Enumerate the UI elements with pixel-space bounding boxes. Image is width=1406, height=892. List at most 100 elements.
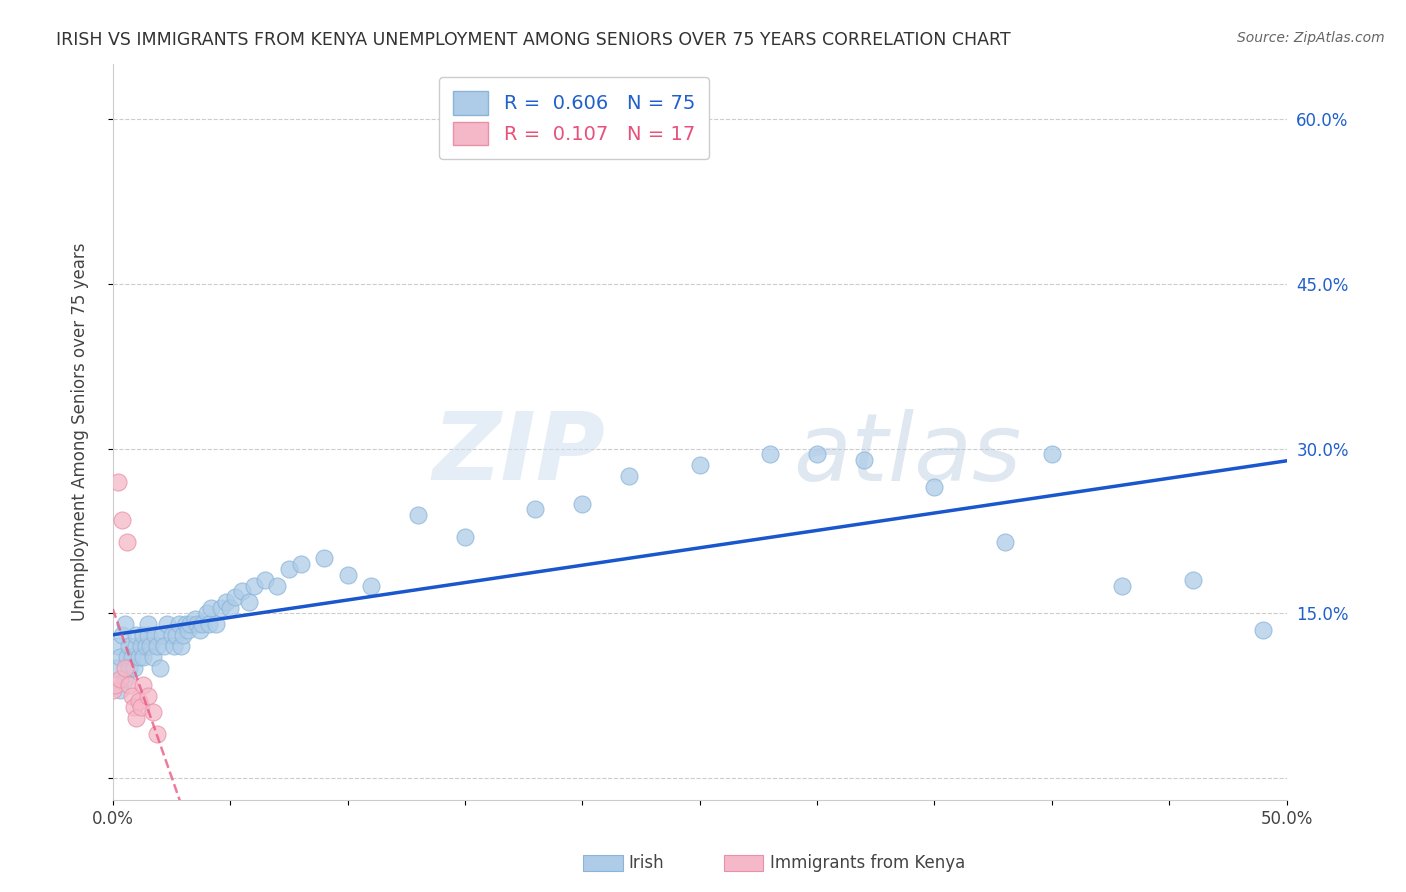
Point — [689, 458, 711, 472]
Point — [125, 640, 148, 654]
Point — [200, 601, 222, 615]
Point — [224, 590, 246, 604]
Point — [114, 661, 136, 675]
Point — [118, 640, 141, 654]
Point — [188, 623, 211, 637]
Point — [242, 579, 264, 593]
Point — [115, 535, 138, 549]
Point — [806, 447, 828, 461]
Point — [122, 699, 145, 714]
Point — [254, 574, 277, 588]
Point — [125, 628, 148, 642]
Point — [108, 683, 131, 698]
Point — [314, 551, 336, 566]
Point — [1111, 579, 1133, 593]
Legend: R =  0.606   N = 75, R =  0.107   N = 17: R = 0.606 N = 75, R = 0.107 N = 17 — [440, 78, 709, 159]
Point — [1251, 623, 1274, 637]
Point — [195, 607, 218, 621]
Point — [177, 623, 200, 637]
Point — [759, 447, 782, 461]
Point — [142, 650, 165, 665]
Point — [104, 678, 127, 692]
Point — [454, 529, 477, 543]
Point — [132, 678, 155, 692]
Point — [139, 640, 162, 654]
Point — [114, 673, 136, 687]
Point — [111, 513, 134, 527]
Point — [118, 661, 141, 675]
Point — [125, 711, 148, 725]
Point — [406, 508, 429, 522]
Point — [149, 661, 172, 675]
Point — [1181, 574, 1204, 588]
Point — [290, 557, 312, 571]
Point — [128, 650, 150, 665]
Text: Irish: Irish — [628, 854, 664, 871]
Point — [524, 502, 547, 516]
Text: Source: ZipAtlas.com: Source: ZipAtlas.com — [1237, 31, 1385, 45]
Point — [205, 617, 228, 632]
Point — [360, 579, 382, 593]
Point — [107, 475, 129, 489]
Point — [135, 640, 157, 654]
Point — [994, 535, 1017, 549]
Point — [160, 628, 183, 642]
Point — [111, 628, 134, 642]
Point — [165, 628, 187, 642]
Point — [121, 689, 143, 703]
Point — [174, 617, 197, 632]
Point — [219, 601, 242, 615]
Point — [1040, 447, 1063, 461]
Point — [114, 617, 136, 632]
Point — [101, 683, 124, 698]
Point — [143, 628, 166, 642]
Point — [129, 699, 152, 714]
Point — [150, 628, 173, 642]
Point — [107, 640, 129, 654]
Point — [156, 617, 179, 632]
Point — [179, 617, 201, 632]
Point — [619, 469, 641, 483]
Point — [186, 617, 208, 632]
Point — [198, 617, 221, 632]
Point — [191, 617, 214, 632]
Point — [238, 595, 260, 609]
Point — [214, 595, 236, 609]
Point — [277, 562, 299, 576]
Point — [128, 694, 150, 708]
Point — [571, 497, 593, 511]
Text: Immigrants from Kenya: Immigrants from Kenya — [770, 854, 966, 871]
Point — [146, 727, 169, 741]
Text: ZIP: ZIP — [433, 409, 606, 500]
Point — [142, 706, 165, 720]
Point — [924, 480, 946, 494]
Point — [146, 640, 169, 654]
Point — [108, 650, 131, 665]
Point — [184, 612, 207, 626]
Point — [153, 640, 176, 654]
Text: IRISH VS IMMIGRANTS FROM KENYA UNEMPLOYMENT AMONG SENIORS OVER 75 YEARS CORRELAT: IRISH VS IMMIGRANTS FROM KENYA UNEMPLOYM… — [56, 31, 1011, 49]
Point — [167, 617, 190, 632]
Point — [136, 617, 159, 632]
Point — [104, 661, 127, 675]
Point — [170, 640, 193, 654]
Point — [136, 628, 159, 642]
Point — [231, 584, 253, 599]
Point — [163, 640, 186, 654]
Point — [108, 673, 131, 687]
Point — [115, 650, 138, 665]
Point — [129, 640, 152, 654]
Point — [172, 628, 194, 642]
Point — [132, 628, 155, 642]
Y-axis label: Unemployment Among Seniors over 75 years: Unemployment Among Seniors over 75 years — [72, 243, 89, 622]
Point — [132, 650, 155, 665]
Point — [266, 579, 288, 593]
Point — [121, 650, 143, 665]
Point — [853, 452, 876, 467]
Text: atlas: atlas — [793, 409, 1022, 500]
Point — [136, 689, 159, 703]
Point — [209, 601, 232, 615]
Point — [118, 678, 141, 692]
Point — [122, 661, 145, 675]
Point — [336, 568, 359, 582]
